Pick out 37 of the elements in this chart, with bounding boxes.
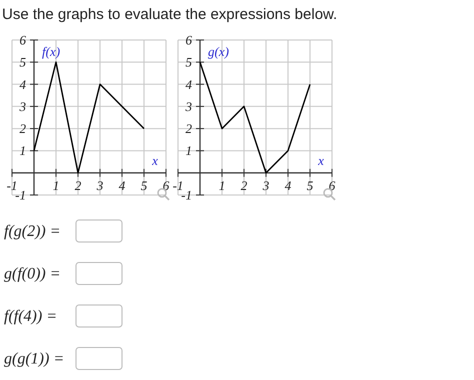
text: g(g(1)) = bbox=[4, 350, 64, 368]
x-tick-label: 1 bbox=[218, 178, 226, 193]
y-tick-label: 6 bbox=[20, 32, 26, 48]
y-axis-title: f(x) bbox=[42, 44, 60, 59]
line-series bbox=[199, 61, 311, 174]
y-tick-label: 4 bbox=[186, 76, 192, 92]
y-tick-label: 1 bbox=[186, 143, 192, 158]
y-axis-title: g(x) bbox=[208, 44, 229, 59]
x-axis-title: x bbox=[151, 152, 158, 168]
x-tick-label: 2 bbox=[240, 178, 248, 193]
y-tick-label: 5 bbox=[186, 54, 192, 70]
y-tick-label: 6 bbox=[186, 32, 192, 48]
x-tick-label: 4 bbox=[118, 178, 126, 193]
y-tick-label: 2 bbox=[186, 121, 192, 136]
y-tick-label: 2 bbox=[20, 121, 26, 136]
x-tick-label: 3 bbox=[262, 178, 270, 193]
x-tick-label: 4 bbox=[284, 178, 292, 193]
y-tick-label: 3 bbox=[18, 98, 26, 114]
text: f(f(4)) = bbox=[4, 308, 57, 325]
text: f(g(2)) = bbox=[4, 223, 61, 240]
y-tick-label: 3 bbox=[184, 98, 192, 114]
x-tick-label: 6 bbox=[328, 178, 336, 193]
y-tick-label: -1 bbox=[15, 188, 26, 202]
y-tick-label: 1 bbox=[20, 143, 26, 158]
y-tick-label: -1 bbox=[181, 188, 192, 202]
y-tick-label: 5 bbox=[20, 54, 26, 70]
text: Use the graphs to evaluate the expressions below. bbox=[2, 6, 338, 23]
x-tick-label: 2 bbox=[74, 178, 82, 193]
x-tick-label: 5 bbox=[140, 178, 148, 193]
x-axis-title: x bbox=[317, 152, 324, 168]
x-tick-label: 6 bbox=[162, 178, 170, 193]
text: g(f(0)) = bbox=[4, 266, 61, 282]
x-tick-label: 5 bbox=[306, 178, 314, 193]
x-tick-label: 3 bbox=[96, 178, 104, 193]
y-tick-label: 4 bbox=[20, 76, 26, 92]
x-tick-label: 1 bbox=[52, 178, 60, 193]
line-series bbox=[33, 61, 145, 174]
